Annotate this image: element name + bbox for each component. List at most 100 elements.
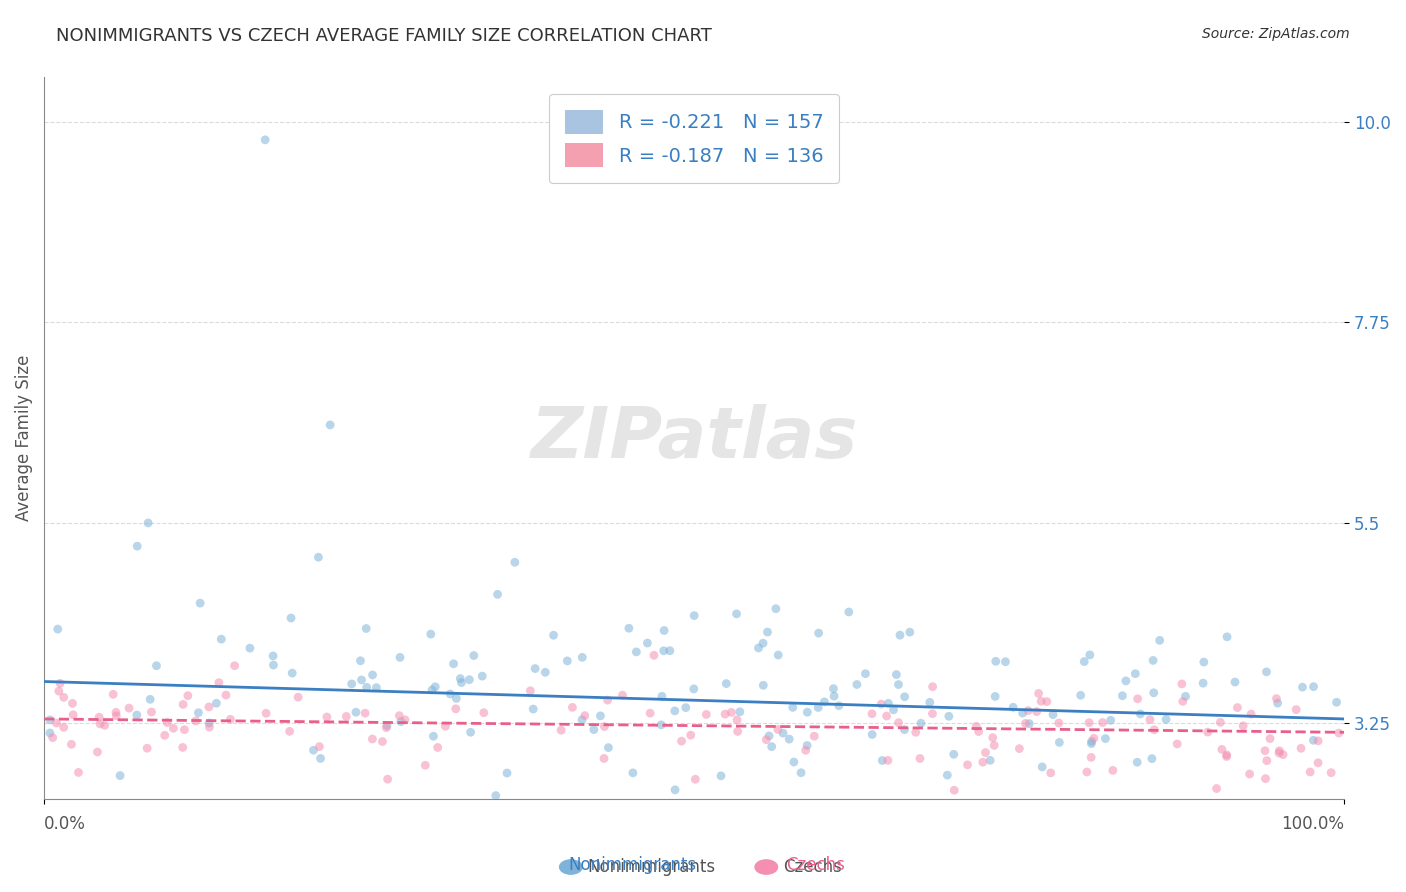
Point	[1299, 764, 1322, 779]
Point	[682, 681, 704, 696]
Point	[1211, 742, 1233, 756]
Point	[747, 640, 769, 655]
Point	[908, 751, 931, 765]
Point	[1291, 680, 1313, 694]
Point	[918, 695, 941, 709]
Point	[1254, 772, 1277, 786]
Point	[219, 712, 242, 726]
Point	[463, 648, 485, 663]
Point	[883, 703, 905, 717]
Point	[1166, 737, 1188, 751]
Point	[1139, 713, 1161, 727]
Point	[38, 713, 60, 727]
Point	[38, 726, 60, 740]
Point	[766, 648, 789, 662]
Text: Source: ZipAtlas.com: Source: ZipAtlas.com	[1202, 27, 1350, 41]
Point	[1140, 751, 1163, 765]
Point	[1308, 734, 1330, 748]
Point	[1008, 741, 1031, 756]
Point	[308, 739, 330, 754]
Point	[425, 680, 447, 694]
Point	[340, 677, 363, 691]
Point	[752, 678, 775, 692]
Point	[571, 713, 593, 727]
Point	[375, 721, 398, 735]
Point	[658, 643, 681, 657]
Point	[598, 740, 620, 755]
Point	[89, 710, 111, 724]
Text: Nonimmigrants: Nonimmigrants	[588, 858, 716, 876]
Point	[315, 710, 337, 724]
Point	[184, 714, 207, 728]
Point	[685, 772, 707, 787]
Point	[141, 705, 163, 719]
Point	[1080, 737, 1102, 751]
Point	[796, 739, 818, 753]
Point	[458, 673, 481, 687]
Point	[652, 624, 675, 638]
Point	[1285, 703, 1308, 717]
Point	[371, 734, 394, 748]
Point	[794, 743, 817, 757]
Point	[823, 689, 845, 703]
Point	[550, 723, 572, 738]
Point	[45, 716, 67, 731]
Point	[943, 783, 966, 797]
Point	[1031, 760, 1053, 774]
Point	[209, 632, 232, 647]
Point	[979, 753, 1001, 767]
Point	[278, 724, 301, 739]
Point	[1154, 713, 1177, 727]
Point	[543, 628, 565, 642]
Point	[108, 769, 131, 783]
Point	[650, 718, 672, 732]
Point	[782, 700, 804, 714]
Point	[638, 706, 661, 721]
Point	[524, 662, 547, 676]
Point	[1320, 765, 1343, 780]
Point	[1078, 648, 1101, 662]
Point	[860, 727, 883, 741]
Point	[366, 681, 388, 695]
Point	[1268, 746, 1291, 760]
Point	[838, 605, 860, 619]
Text: 100.0%: 100.0%	[1281, 815, 1344, 833]
Text: Czechs: Czechs	[783, 858, 842, 876]
Point	[503, 555, 526, 569]
Point	[485, 789, 508, 803]
Point	[1014, 716, 1036, 731]
Point	[354, 622, 377, 636]
Point	[778, 732, 800, 747]
Point	[394, 713, 416, 727]
Point	[62, 697, 84, 711]
Point	[1256, 754, 1278, 768]
Point	[870, 754, 893, 768]
Point	[772, 726, 794, 740]
Point	[356, 681, 378, 695]
Point	[1042, 707, 1064, 722]
Point	[868, 801, 890, 815]
Point	[593, 720, 616, 734]
Point	[49, 676, 72, 690]
Point	[426, 740, 449, 755]
Point	[679, 728, 702, 742]
Point	[683, 608, 706, 623]
Point	[860, 706, 883, 721]
Point	[1031, 694, 1053, 708]
Point	[415, 758, 437, 772]
Point	[887, 715, 910, 730]
Point	[626, 645, 648, 659]
Point	[1028, 686, 1050, 700]
Point	[1256, 665, 1278, 679]
Point	[1168, 807, 1191, 822]
Point	[262, 648, 284, 663]
Point	[224, 658, 246, 673]
Point	[450, 675, 472, 690]
Point	[910, 716, 932, 731]
Point	[388, 650, 411, 665]
Point	[967, 724, 990, 739]
Point	[62, 707, 84, 722]
Point	[420, 682, 443, 697]
Point	[302, 743, 325, 757]
Point	[177, 689, 200, 703]
